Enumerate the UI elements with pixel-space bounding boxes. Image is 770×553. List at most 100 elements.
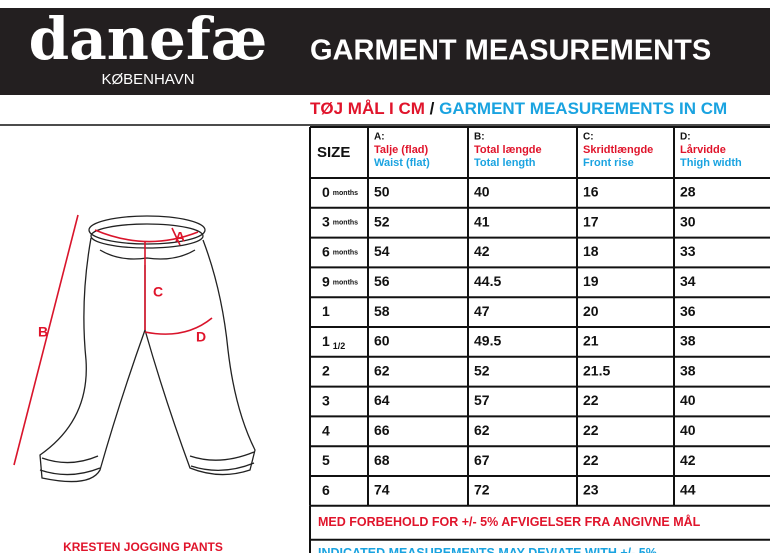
- subtitle-danish: TØJ MÅL I CM: [310, 99, 425, 118]
- label-a: A: [175, 229, 185, 245]
- note-danish: MED FORBEHOLD FOR +/- 5% AFVIGELSER FRA …: [318, 514, 701, 529]
- label-c: C: [153, 284, 163, 300]
- column-danish: Talje (flad): [374, 144, 429, 156]
- measurement-cell: 38: [680, 333, 696, 349]
- measurement-cell: 44.5: [474, 273, 501, 289]
- size-cell: 0 months: [322, 184, 358, 200]
- logo: danefæ: [29, 5, 268, 73]
- measurement-cell: 33: [680, 243, 696, 259]
- measurement-cell: 60: [374, 333, 390, 349]
- measurement-cell: 67: [474, 452, 490, 468]
- size-value: 3: [322, 213, 330, 229]
- column-english: Thigh width: [680, 157, 742, 169]
- subtitle-english: GARMENT MEASUREMENTS IN CM: [439, 99, 727, 118]
- size-cell: 1: [322, 303, 330, 319]
- size-value: 3: [322, 392, 330, 408]
- column-letter: C:: [583, 132, 594, 143]
- logo-sub: KØBENHAVN: [101, 71, 194, 88]
- measurement-cell: 42: [680, 452, 696, 468]
- size-cell: 4: [322, 422, 330, 438]
- measurement-cell: 58: [374, 303, 390, 319]
- size-sub: months: [333, 279, 358, 286]
- size-value: 0: [322, 184, 330, 200]
- measurement-cell: 36: [680, 303, 696, 319]
- size-cell: 1 1/2: [322, 333, 345, 352]
- size-cell: 2: [322, 362, 330, 378]
- measurement-cell: 21.5: [583, 362, 610, 378]
- measurement-cell: 22: [583, 452, 599, 468]
- size-cell: 3 months: [322, 213, 358, 229]
- pants-drawing: A B C D: [13, 214, 256, 483]
- measurement-cell: 30: [680, 213, 696, 229]
- measurement-cell: 68: [374, 452, 390, 468]
- size-value: 9: [322, 273, 330, 289]
- measurement-cell: 62: [474, 422, 490, 438]
- size-value: 4: [322, 422, 330, 438]
- size-sub: months: [333, 190, 358, 197]
- column-letter: A:: [374, 132, 385, 143]
- note-english: INDICATED MEASUREMENTS MAY DEVIATE WITH …: [318, 546, 657, 553]
- measurement-cell: 34: [680, 273, 696, 289]
- measurement-cell: 47: [474, 303, 490, 319]
- subtitle-separator: /: [430, 99, 435, 118]
- measurement-cell: 28: [680, 184, 696, 200]
- size-cell: 9 months: [322, 273, 358, 289]
- size-value: 5: [322, 452, 330, 468]
- measurement-cell: 40: [680, 392, 696, 408]
- measurement-cell: 18: [583, 243, 599, 259]
- measurement-cell: 52: [374, 213, 390, 229]
- measurement-cell: 21: [583, 333, 599, 349]
- column-english: Waist (flat): [374, 157, 430, 169]
- measurement-cell: 62: [374, 362, 390, 378]
- label-b: B: [38, 324, 48, 340]
- measurement-cell: 49.5: [474, 333, 501, 349]
- header-bar: [0, 8, 770, 95]
- measurement-cell: 56: [374, 273, 390, 289]
- measurement-table: SIZE A:Talje (flad)Waist (flat) B:Total læ…: [309, 126, 770, 553]
- caption: KRESTEN JOGGING PANTS: [63, 540, 223, 553]
- size-sub: months: [333, 220, 358, 227]
- size-value: 6: [322, 243, 330, 259]
- measurement-cell: 44: [680, 482, 696, 498]
- measurement-cell: 22: [583, 422, 599, 438]
- measurement-cell: 57: [474, 392, 490, 408]
- size-header: SIZE: [317, 144, 350, 161]
- column-letter: D:: [680, 132, 691, 143]
- size-value: 6: [322, 482, 330, 498]
- measurement-cell: 22: [583, 392, 599, 408]
- size-cell: 6: [322, 482, 330, 498]
- measurement-cell: 38: [680, 362, 696, 378]
- measurement-cell: 64: [374, 392, 390, 408]
- measurement-cell: 52: [474, 362, 490, 378]
- measurement-cell: 40: [474, 184, 490, 200]
- measurement-cell: 16: [583, 184, 599, 200]
- column-letter: B:: [474, 132, 485, 143]
- subtitle: TØJ MÅL I CM / GARMENT MEASUREMENTS IN C…: [310, 99, 727, 118]
- measurement-cell: 74: [374, 482, 390, 498]
- measurement-cell: 23: [583, 482, 599, 498]
- measurement-cell: 66: [374, 422, 390, 438]
- measurement-cell: 20: [583, 303, 599, 319]
- size-sub: months: [333, 249, 358, 256]
- column-english: Front rise: [583, 157, 634, 169]
- title: GARMENT MEASUREMENTS: [310, 35, 711, 67]
- column-english: Total length: [474, 157, 536, 169]
- measurement-cell: 17: [583, 213, 599, 229]
- measurement-cell: 72: [474, 482, 490, 498]
- size-value: 1: [322, 303, 330, 319]
- measurement-cell: 19: [583, 273, 599, 289]
- column-danish: Total længde: [474, 144, 542, 156]
- measurement-cell: 50: [374, 184, 390, 200]
- size-cell: 6 months: [322, 243, 358, 259]
- size-sub: 1/2: [333, 341, 346, 351]
- label-d: D: [196, 329, 206, 345]
- measurement-cell: 54: [374, 243, 390, 259]
- measurement-cell: 41: [474, 213, 490, 229]
- measurement-cell: 42: [474, 243, 490, 259]
- size-cell: 3: [322, 392, 330, 408]
- size-value: 2: [322, 362, 330, 378]
- size-cell: 5: [322, 452, 330, 468]
- measurement-cell: 40: [680, 422, 696, 438]
